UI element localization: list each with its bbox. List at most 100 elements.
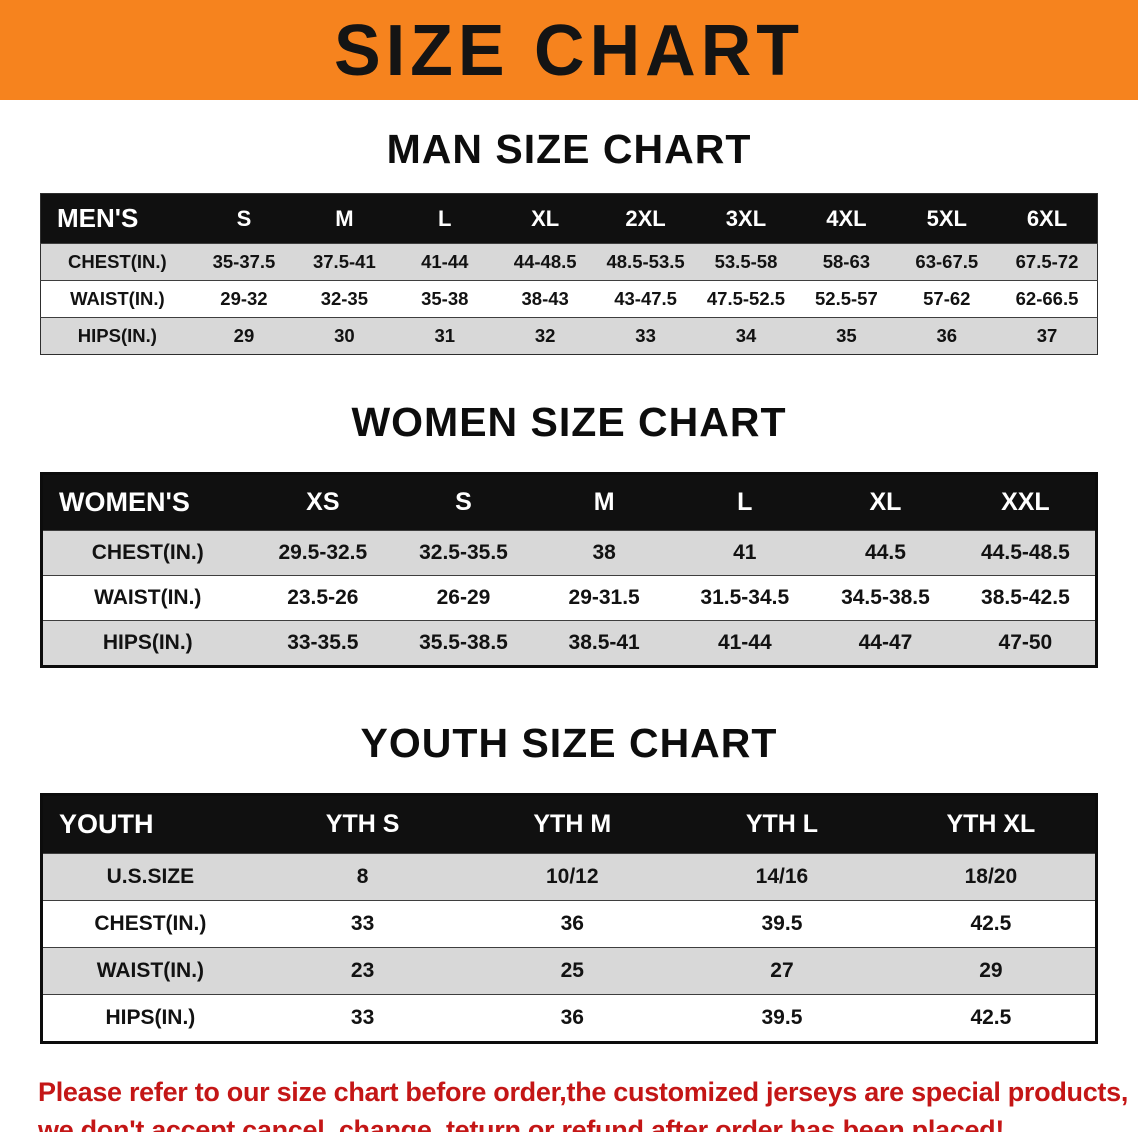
size-value-cell: 58-63 xyxy=(796,243,897,281)
size-column-header: 6XL xyxy=(997,193,1098,244)
table-header-row: WOMEN'S XS S M L XL XXL xyxy=(41,473,1097,531)
size-value-cell: 36 xyxy=(896,317,997,355)
size-column-header: M xyxy=(533,473,675,531)
table-header-row: YOUTH YTH S YTH M YTH L YTH XL xyxy=(41,794,1097,854)
size-value-cell: 18/20 xyxy=(886,853,1097,901)
size-value-cell: 29 xyxy=(886,947,1097,995)
size-value-cell: 32 xyxy=(494,317,596,355)
row-label: CHEST(IN.) xyxy=(41,530,253,576)
size-value-cell: 23 xyxy=(257,947,468,995)
size-column-header: L xyxy=(674,473,816,531)
size-value-cell: 36 xyxy=(467,994,678,1043)
size-value-cell: 27 xyxy=(677,947,887,995)
size-table: YOUTH YTH S YTH M YTH L YTH XL U.S.SIZE 8 10/12… xyxy=(40,793,1098,1044)
size-value-cell: 30 xyxy=(294,317,395,355)
size-value-cell: 38.5-41 xyxy=(533,620,675,667)
row-label: HIPS(IN.) xyxy=(41,994,258,1043)
row-label: CHEST(IN.) xyxy=(40,243,194,281)
size-table: WOMEN'S XS S M L XL XXL CHEST(IN.) 29.5-32.5 32.5… xyxy=(40,472,1098,668)
table-row: U.S.SIZE 8 10/12 14/16 18/20 xyxy=(41,853,1097,901)
size-value-cell: 62-66.5 xyxy=(997,280,1098,318)
size-value-cell: 38.5-42.5 xyxy=(955,575,1097,621)
banner: SIZE CHART xyxy=(0,0,1138,100)
size-column-header: S xyxy=(193,193,295,244)
size-column-header: S xyxy=(393,473,534,531)
table-row: WAIST(IN.) 29-32 32-35 35-38 38-43 43-47.5 47.… xyxy=(40,280,1098,318)
table-row: CHEST(IN.) 29.5-32.5 32.5-35.5 38 41 44.5 44.5… xyxy=(41,530,1097,576)
size-value-cell: 39.5 xyxy=(677,994,887,1043)
size-value-cell: 44-47 xyxy=(815,620,956,667)
size-value-cell: 14/16 xyxy=(677,853,887,901)
size-column-header: 4XL xyxy=(796,193,897,244)
size-value-cell: 35.5-38.5 xyxy=(393,620,534,667)
size-column-header: XL xyxy=(815,473,956,531)
size-value-cell: 44-48.5 xyxy=(494,243,596,281)
size-value-cell: 25 xyxy=(467,947,678,995)
size-column-header: XS xyxy=(252,473,394,531)
size-value-cell: 32.5-35.5 xyxy=(393,530,534,576)
size-value-cell: 43-47.5 xyxy=(595,280,696,318)
page-title: SIZE CHART xyxy=(334,9,804,91)
table-row: WAIST(IN.) 23 25 27 29 xyxy=(41,947,1097,995)
women-section-heading: WOMEN SIZE CHART xyxy=(351,399,787,445)
size-value-cell: 31 xyxy=(394,317,495,355)
size-value-cell: 37 xyxy=(997,317,1098,355)
men-size-table: MEN'S S M L XL 2XL 3XL 4XL 5XL 6XL CHEST(IN.) 35-37… xyxy=(40,193,1098,355)
size-value-cell: 33 xyxy=(257,900,468,948)
disclaimer: Please refer to our size chart before or… xyxy=(38,1074,1129,1132)
size-value-cell: 29-31.5 xyxy=(533,575,675,621)
row-label: WAIST(IN.) xyxy=(40,280,194,318)
size-value-cell: 33 xyxy=(257,994,468,1043)
size-value-cell: 29.5-32.5 xyxy=(252,530,394,576)
size-value-cell: 35 xyxy=(796,317,897,355)
size-value-cell: 23.5-26 xyxy=(252,575,394,621)
table-header-row: MEN'S S M L XL 2XL 3XL 4XL 5XL 6XL xyxy=(40,193,1098,244)
size-value-cell: 38-43 xyxy=(494,280,596,318)
size-value-cell: 44.5-48.5 xyxy=(955,530,1097,576)
row-label: HIPS(IN.) xyxy=(40,317,194,355)
disclaimer-line-1: Please refer to our size chart before or… xyxy=(38,1077,1129,1107)
table-row: WAIST(IN.) 23.5-26 26-29 29-31.5 31.5-34.5 34… xyxy=(41,575,1097,621)
row-label: WAIST(IN.) xyxy=(41,947,258,995)
size-value-cell: 29-32 xyxy=(193,280,295,318)
youth-section: YOUTH SIZE CHART YOUTH YTH S YTH M YTH L YTH… xyxy=(0,720,1138,1044)
size-value-cell: 34.5-38.5 xyxy=(815,575,956,621)
size-value-cell: 44.5 xyxy=(815,530,956,576)
table-row: CHEST(IN.) 33 36 39.5 42.5 xyxy=(41,900,1097,948)
size-column-header: L xyxy=(394,193,495,244)
youth-section-heading: YOUTH SIZE CHART xyxy=(360,720,778,766)
size-column-header: YTH M xyxy=(467,794,678,854)
disclaimer-line-2: we don't accept cancel, change, teturn o… xyxy=(38,1114,1005,1132)
men-section: MAN SIZE CHART MEN'S S M L XL 2XL 3XL 4XL 5XL 6XL… xyxy=(0,126,1138,355)
size-value-cell: 41-44 xyxy=(674,620,816,667)
size-value-cell: 36 xyxy=(467,900,678,948)
size-value-cell: 57-62 xyxy=(896,280,997,318)
size-column-header: 3XL xyxy=(695,193,797,244)
size-value-cell: 8 xyxy=(257,853,468,901)
size-column-header: XXL xyxy=(955,473,1097,531)
table-row: HIPS(IN.) 33 36 39.5 42.5 xyxy=(41,994,1097,1043)
men-section-heading: MAN SIZE CHART xyxy=(386,126,752,172)
row-label: U.S.SIZE xyxy=(41,853,258,901)
size-value-cell: 35-38 xyxy=(394,280,495,318)
table-corner-label: WOMEN'S xyxy=(41,473,253,531)
size-value-cell: 47.5-52.5 xyxy=(695,280,797,318)
table-row: HIPS(IN.) 29 30 31 32 33 34 35 36 37 xyxy=(40,317,1098,355)
size-value-cell: 33 xyxy=(595,317,696,355)
size-value-cell: 42.5 xyxy=(886,900,1097,948)
size-value-cell: 63-67.5 xyxy=(896,243,997,281)
women-section: WOMEN SIZE CHART WOMEN'S XS S M L XL XXL CHEST(… xyxy=(0,399,1138,668)
row-label: WAIST(IN.) xyxy=(41,575,253,621)
size-value-cell: 48.5-53.5 xyxy=(595,243,696,281)
table-row: HIPS(IN.) 33-35.5 35.5-38.5 38.5-41 41-44 44-… xyxy=(41,620,1097,667)
size-column-header: YTH XL xyxy=(886,794,1097,854)
size-value-cell: 53.5-58 xyxy=(695,243,797,281)
size-value-cell: 42.5 xyxy=(886,994,1097,1043)
row-label: HIPS(IN.) xyxy=(41,620,253,667)
size-value-cell: 31.5-34.5 xyxy=(674,575,816,621)
size-value-cell: 10/12 xyxy=(467,853,678,901)
size-column-header: 2XL xyxy=(595,193,696,244)
table-corner-label: YOUTH xyxy=(41,794,258,854)
size-column-header: XL xyxy=(494,193,596,244)
size-value-cell: 29 xyxy=(193,317,295,355)
